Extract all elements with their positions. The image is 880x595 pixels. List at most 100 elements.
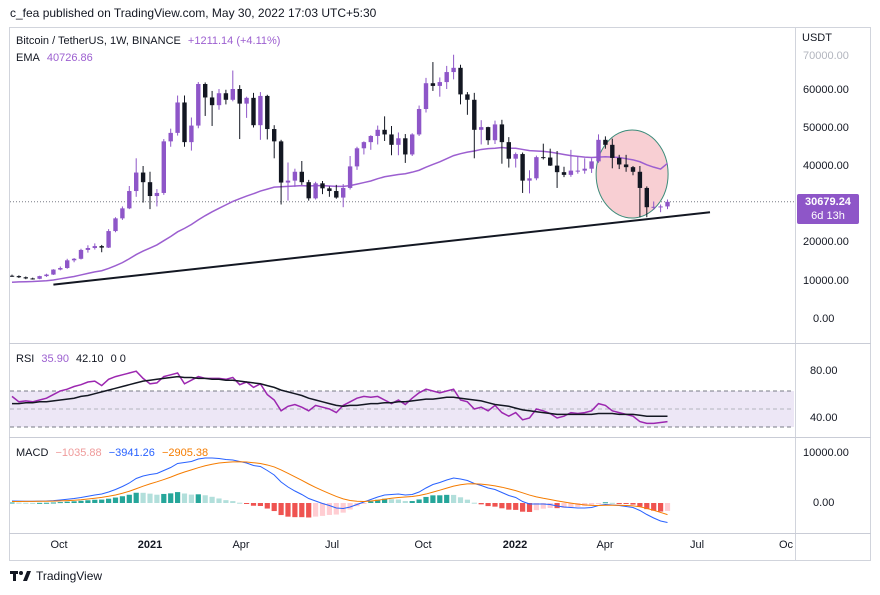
candle-body (451, 67, 456, 73)
candle-body (382, 129, 387, 135)
candle-body (265, 95, 270, 130)
macd-histogram-bar (589, 503, 595, 506)
macd-histogram-bar (71, 501, 77, 503)
candle-body (485, 127, 491, 141)
macd-histogram-bar (568, 503, 574, 508)
macd-label[interactable]: MACD (16, 447, 49, 459)
candle-body (244, 97, 249, 104)
candle-body (623, 164, 629, 168)
macd-histogram-bar (250, 503, 257, 506)
candle-body (361, 142, 367, 149)
macd-histogram-bar (313, 503, 319, 517)
price-pane[interactable] (10, 54, 794, 286)
rsi-legend[interactable]: RSI 35.90 42.10 0 0 (16, 353, 130, 365)
macd-legend[interactable]: MACD −1035.88 −3941.26 −2905.38 (16, 447, 212, 459)
macd-histogram-bar (464, 499, 470, 503)
candle-body (175, 102, 180, 133)
pane-divider-rsi[interactable] (9, 343, 871, 344)
macd-histogram-bar (540, 503, 546, 509)
candle-body (65, 260, 70, 269)
candle-body (71, 258, 77, 261)
time-tick: Oct (414, 539, 432, 551)
time-tick: Jul (324, 539, 340, 551)
macd-histogram-bar (561, 503, 567, 508)
symbol-title[interactable]: Bitcoin / TetherUS, 1W, BINANCE (16, 35, 181, 47)
ema-label[interactable]: EMA (16, 52, 40, 64)
macd-histogram-bar (368, 501, 374, 503)
macd-histogram-bar (506, 503, 512, 510)
candle-body (403, 138, 408, 155)
candle-body (37, 276, 42, 279)
macd-histogram-bar (119, 496, 125, 503)
candle-body (617, 157, 622, 165)
macd-histogram-bar (602, 502, 608, 504)
time-tick: Oc (778, 539, 794, 551)
pane-divider-time (9, 533, 871, 534)
macd-histogram-bar (154, 494, 160, 503)
macd-histogram-bar (43, 502, 50, 504)
macd-histogram-bar (257, 503, 263, 506)
price-tick: 60000.00 (803, 84, 849, 96)
macd-tick: 10000.00 (803, 447, 849, 459)
macd-signal-line (11, 461, 668, 516)
macd-histogram-bar (106, 498, 112, 503)
publish-info: c_fea published on TradingView.com, May … (10, 6, 377, 20)
last-price-tag[interactable]: 30679.24 6d 13h (797, 194, 859, 224)
macd-histogram-bar (595, 503, 602, 504)
macd-pane[interactable] (9, 457, 671, 523)
chart-frame (9, 27, 871, 561)
macd-histogram-bar (533, 503, 539, 511)
macd-histogram-bar (451, 494, 457, 503)
ema-legend[interactable]: EMA 40726.86 (16, 52, 97, 64)
rsi-value: 35.90 (41, 353, 69, 365)
footer-brand[interactable]: TradingView (10, 569, 102, 583)
macd-histogram-bar (126, 494, 132, 503)
macd-histogram-bar (326, 503, 332, 515)
candle-body (230, 89, 235, 100)
macd-histogram-bar (485, 503, 491, 507)
macd-histogram-bar (333, 503, 339, 515)
candle-body (30, 278, 35, 280)
candle-body (568, 170, 574, 175)
macd-histogram-bar (395, 499, 401, 503)
candle-body (58, 268, 63, 270)
macd-histogram-bar (423, 496, 429, 503)
candle-body (658, 206, 663, 208)
rsi-label[interactable]: RSI (16, 353, 35, 365)
time-tick: 2021 (137, 539, 163, 551)
rsi-pane[interactable] (10, 370, 794, 428)
candle-body (196, 83, 201, 126)
candle-body (375, 129, 380, 136)
macd-histogram-bar (285, 503, 291, 517)
macd-histogram-bar (616, 503, 622, 504)
candle-body (106, 231, 111, 248)
macd-histogram-bar (140, 492, 146, 503)
candle-body (341, 187, 346, 198)
macd-histogram-bar (99, 499, 105, 503)
macd-histogram-bar (547, 503, 553, 508)
candle-body (410, 134, 415, 155)
pane-divider-macd[interactable] (9, 437, 871, 438)
macd-histogram-bar (37, 502, 43, 504)
symbol-legend[interactable]: Bitcoin / TetherUS, 1W, BINANCE +1211.14… (16, 35, 284, 47)
support-trendline (53, 211, 711, 286)
candle-body (665, 201, 670, 207)
candle-body (527, 178, 532, 181)
candle-body (10, 275, 15, 277)
macd-histogram-bar (457, 497, 464, 503)
price-tick: 40000.00 (803, 160, 849, 172)
macd-histogram-bar (637, 503, 643, 507)
macd-histogram-bar (630, 503, 636, 505)
macd-histogram-bar (50, 502, 56, 504)
macd-histogram-bar (23, 502, 29, 504)
candle-body (313, 183, 318, 199)
rsi-ma-line (12, 375, 668, 417)
candle-body (120, 208, 125, 219)
candle-body (561, 172, 567, 175)
price-tick: 50000.00 (803, 122, 849, 134)
footer-brand-label: TradingView (36, 569, 103, 583)
candle-body (258, 95, 263, 126)
macd-histogram-bar (299, 503, 305, 518)
candle-body (520, 154, 525, 181)
